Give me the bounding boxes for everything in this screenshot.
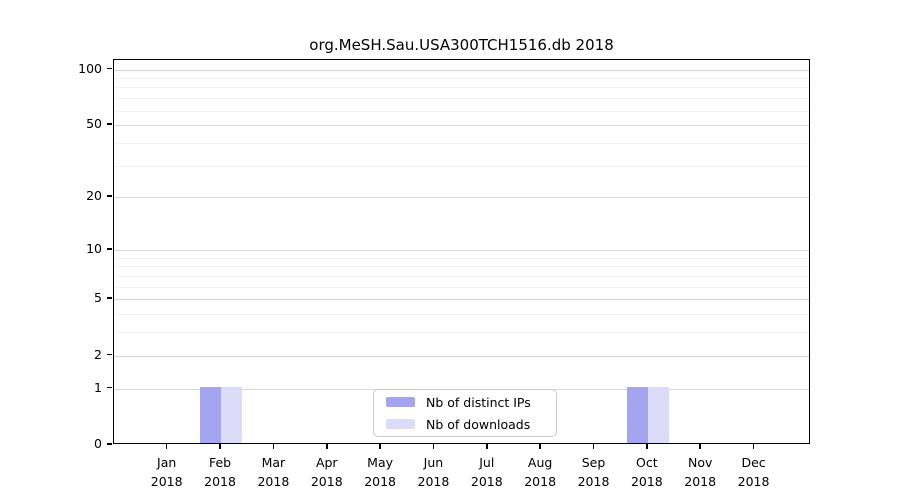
x-tick-sep (592, 444, 595, 449)
x-tick-label-jun: Jun 2018 (417, 455, 450, 489)
gridline-minor-7 (114, 275, 809, 277)
y-tick-20 (107, 195, 112, 198)
x-tick-nov (699, 444, 701, 449)
gridline-minor-3 (114, 332, 809, 334)
y-tick-10 (107, 248, 112, 250)
legend: Nb of distinct IPs Nb of downloads (373, 389, 557, 437)
gridline-major-2 (114, 355, 809, 357)
gridline-major-100 (114, 69, 809, 71)
gridline-major-5 (114, 299, 809, 301)
x-tick-jun (432, 444, 435, 449)
y-tick-label-50: 50 (86, 116, 102, 132)
x-tick-oct (646, 444, 648, 449)
legend-swatch-downloads (386, 419, 415, 429)
x-tick-label-nov: Nov 2018 (684, 455, 717, 489)
y-tick-1 (107, 386, 112, 389)
gridline-minor-6 (114, 286, 809, 288)
y-tick-5 (107, 297, 112, 299)
gridline-minor-80 (114, 87, 809, 89)
x-tick-jan (165, 444, 168, 449)
bar-distinct-ips-oct (626, 386, 648, 443)
gridline-minor-40 (114, 142, 809, 144)
x-tick-label-mar: Mar 2018 (257, 455, 290, 489)
y-tick-2 (107, 353, 112, 356)
x-tick-dec (752, 444, 755, 449)
x-tick-label-jul: Jul 2018 (470, 455, 503, 489)
x-tick-label-dec: Dec 2018 (737, 455, 770, 489)
x-tick-jul (486, 444, 488, 449)
x-tick-label-oct: Oct 2018 (630, 455, 663, 489)
bar-distinct-ips-feb (200, 386, 222, 443)
gridline-minor-9 (114, 257, 809, 259)
y-tick-label-10: 10 (86, 240, 102, 256)
legend-swatch-distinct-ips (386, 397, 415, 407)
legend-label-distinct-ips: Nb of distinct IPs (426, 394, 531, 410)
y-tick-100 (107, 67, 112, 70)
gridline-minor-60 (114, 110, 809, 112)
y-tick-label-1: 1 (94, 379, 102, 395)
gridline-minor-90 (114, 77, 809, 79)
y-tick-label-0: 0 (94, 436, 102, 451)
plot-area (113, 59, 810, 444)
bar-downloads-oct (647, 386, 669, 443)
y-tick-50 (107, 123, 112, 125)
legend-entry-distinct-ips: Nb of distinct IPs (386, 395, 544, 410)
gridline-minor-8 (114, 266, 809, 268)
bar-downloads-feb (221, 386, 243, 443)
y-tick-label-20: 20 (86, 188, 102, 204)
x-tick-label-feb: Feb 2018 (204, 455, 236, 489)
y-tick-label-2: 2 (94, 346, 102, 362)
x-tick-aug (539, 444, 541, 449)
x-tick-feb (219, 444, 221, 449)
y-tick-0 (107, 443, 112, 445)
x-tick-label-jan: Jan 2018 (150, 455, 183, 489)
x-tick-apr (325, 444, 328, 449)
y-tick-label-5: 5 (94, 290, 102, 306)
x-tick-label-aug: Aug 2018 (524, 455, 557, 489)
gridline-major-50 (114, 125, 809, 127)
x-tick-label-may: May 2018 (364, 455, 396, 489)
legend-entry-downloads: Nb of downloads (386, 417, 544, 432)
gridline-minor-4 (114, 314, 809, 316)
x-tick-may (379, 444, 381, 449)
x-tick-label-sep: Sep 2018 (577, 455, 610, 489)
x-tick-mar (272, 444, 275, 449)
chart-title: org.MeSH.Sau.USA300TCH1516.db 2018 (309, 36, 614, 54)
gridline-minor-70 (114, 98, 809, 100)
gridline-major-10 (114, 249, 809, 251)
x-tick-label-apr: Apr 2018 (310, 455, 343, 489)
gridline-minor-30 (114, 165, 809, 167)
y-tick-label-100: 100 (78, 60, 102, 76)
legend-label-downloads: Nb of downloads (426, 416, 531, 432)
gridline-major-20 (114, 197, 809, 199)
